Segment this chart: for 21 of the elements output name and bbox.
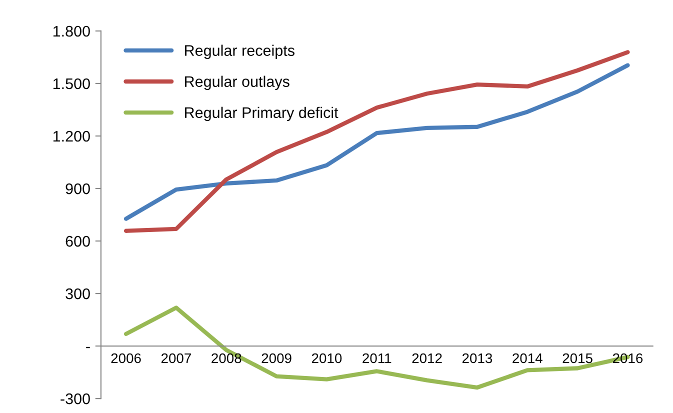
- x-tick-label: 2008: [212, 353, 242, 364]
- x-tick-label: 2009: [262, 353, 292, 364]
- y-tick-label: 900: [66, 183, 90, 194]
- y-tick-label: 1.200: [53, 130, 90, 142]
- legend-label: Regular outlays: [185, 76, 290, 90]
- y-tick-label: 1.500: [53, 78, 90, 90]
- legend-label: Regular Primary deficit: [185, 106, 338, 122]
- y-tick-label: 300: [66, 288, 90, 300]
- x-tick-label: 2013: [462, 353, 492, 364]
- x-tick-label: 2007: [161, 353, 191, 364]
- y-tick-label: -300: [60, 393, 90, 404]
- x-tick-label: 2015: [562, 353, 592, 364]
- x-tick-label: 2011: [362, 353, 392, 364]
- y-tick-label: 1.800: [53, 26, 90, 37]
- x-tick-label: 2012: [412, 353, 442, 364]
- x-tick-label: 2014: [512, 353, 542, 364]
- y-tick-label: -: [86, 346, 90, 348]
- x-tick-label: 2006: [111, 353, 141, 364]
- legend-label: Regular receipts: [185, 44, 294, 59]
- x-tick-label: 2010: [312, 353, 342, 364]
- y-tick-label: 600: [66, 236, 90, 247]
